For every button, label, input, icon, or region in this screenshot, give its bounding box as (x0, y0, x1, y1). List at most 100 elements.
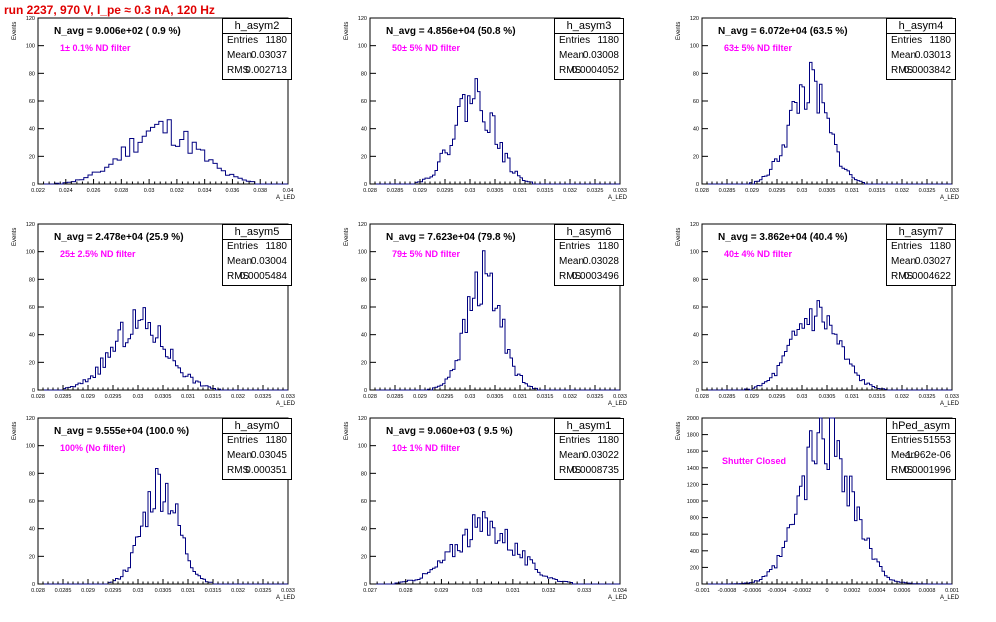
stats-value: 0.0003842 (903, 65, 951, 76)
y-tick-label: 1400 (687, 466, 699, 472)
stats-box-title: h_asym7 (887, 225, 955, 240)
x-tick-label: 0.032 (231, 588, 245, 594)
x-tick-label: 0.031 (513, 394, 527, 400)
filter-annotation: 63± 5% ND filter (724, 43, 792, 53)
x-tick-label: 0.0305 (155, 588, 172, 594)
stats-value: 0.03045 (250, 450, 287, 461)
stats-key: Entries (559, 435, 591, 446)
y-tick-label: 80 (693, 277, 699, 283)
y-tick-label: 100 (26, 444, 35, 450)
stats-key: Mean (891, 50, 917, 61)
stats-box: h_asym2 Entries 1180 Mean 0.03037 RMS 0.002713 (222, 18, 292, 80)
x-tick-label: 0.0285 (55, 588, 72, 594)
stats-key: Mean (559, 256, 585, 267)
filter-annotation: 50± 5% ND filter (392, 43, 460, 53)
stats-row-rms: RMS 0.0005484 (223, 270, 291, 285)
stats-key: RMS (227, 65, 250, 76)
y-tick-label: 0 (364, 182, 367, 188)
y-axis-label: Events (12, 421, 18, 440)
x-tick-label: 0.032 (542, 588, 556, 594)
stats-value: 0.03013 (914, 50, 951, 61)
stats-key: RMS (559, 65, 582, 76)
stats-key: RMS (891, 65, 914, 76)
y-tick-label: 120 (26, 16, 35, 22)
x-tick-label: 0.0325 (587, 394, 604, 400)
x-tick-label: 0.031 (181, 588, 195, 594)
stats-row-entries: Entries 1180 (223, 34, 291, 49)
x-tick-label: 0.034 (613, 588, 627, 594)
stats-key: Entries (227, 35, 259, 46)
x-tick-label: 0.033 (613, 394, 627, 400)
x-tick-label: 0.0295 (437, 188, 454, 194)
navg-label: N_avg = 2.478e+04 (25.9 %) (54, 232, 184, 243)
y-tick-label: 100 (358, 444, 367, 450)
histogram-plot: 0.022 0.024 0.026 0.028 0.03 0.032 0.034 0.036 0… (26, 16, 294, 194)
stats-key: RMS (891, 271, 914, 282)
stats-value: 0.03028 (582, 256, 619, 267)
x-tick-label: 0.0315 (537, 188, 554, 194)
stats-value: 0.0001996 (903, 465, 951, 476)
y-tick-label: 60 (29, 499, 35, 505)
y-tick-label: 1000 (687, 499, 699, 505)
histogram-plot: -0.001 -0.0008 -0.0006 -0.0004 -0.0002 0 0.000… (687, 416, 959, 594)
x-tick-label: 0.038 (253, 188, 267, 194)
stats-key: Entries (227, 241, 259, 252)
y-tick-label: 80 (693, 71, 699, 77)
navg-label: N_avg = 7.623e+04 (79.8 %) (386, 232, 516, 243)
x-tick-label: 0.027 (363, 588, 377, 594)
y-tick-label: 1200 (687, 482, 699, 488)
x-axis-label: A_LED (940, 595, 960, 601)
y-tick-label: 60 (29, 305, 35, 311)
x-tick-label: 0.04 (283, 188, 294, 194)
y-axis-label: Events (676, 227, 682, 246)
filter-annotation: 10± 1% ND filter (392, 443, 460, 453)
stats-value: 0.03027 (914, 256, 951, 267)
x-tick-label: 0.03 (797, 188, 808, 194)
x-tick-label: 0.029 (435, 588, 449, 594)
stats-value: 0.03008 (582, 50, 619, 61)
x-axis-label: A_LED (608, 401, 628, 407)
x-tick-label: 0.033 (945, 394, 959, 400)
histogram-panel-h_asym6: 0.028 0.0285 0.029 0.0295 0.03 0.0305 0.031 0.0… (332, 222, 664, 428)
y-tick-label: 60 (693, 305, 699, 311)
x-axis-label: A_LED (608, 595, 628, 601)
x-axis-label: A_LED (940, 401, 960, 407)
x-axis-label: A_LED (276, 595, 296, 601)
y-tick-label: 0 (32, 582, 35, 588)
x-tick-label: 0.03 (133, 394, 144, 400)
x-tick-label: 0.028 (399, 588, 413, 594)
y-tick-label: 80 (361, 471, 367, 477)
histogram-panel-h_asym3: 0.028 0.0285 0.029 0.0295 0.03 0.0305 0.031 0.0… (332, 16, 664, 222)
stats-box-title: h_asym1 (555, 419, 623, 434)
stats-key: RMS (891, 465, 914, 476)
x-tick-label: 0.03 (144, 188, 155, 194)
y-tick-label: 80 (29, 71, 35, 77)
x-tick-label: 0.032 (895, 394, 909, 400)
stats-value: 1180 (929, 35, 951, 46)
stats-row-entries: Entries 1180 (555, 240, 623, 255)
x-tick-label: 0.0305 (819, 188, 836, 194)
x-tick-label: 0.0315 (869, 188, 886, 194)
histogram-plot: 0.028 0.0285 0.029 0.0295 0.03 0.0305 0.031 0.0… (26, 416, 295, 594)
stats-value: 1180 (265, 241, 287, 252)
histogram-plot: 0.028 0.0285 0.029 0.0295 0.03 0.0305 0.031 0.0… (690, 16, 959, 194)
x-tick-label: 0.0295 (769, 394, 786, 400)
x-tick-label: 0.03 (472, 588, 483, 594)
y-tick-label: 60 (361, 99, 367, 105)
stats-value: 1180 (265, 35, 287, 46)
navg-label: N_avg = 6.072e+04 (63.5 %) (718, 26, 848, 37)
histogram-plot: 0.028 0.0285 0.029 0.0295 0.03 0.0305 0.031 0.0… (358, 16, 627, 194)
x-tick-label: -0.0006 (743, 588, 762, 594)
stats-box: h_asym7 Entries 1180 Mean 0.03027 RMS 0.000462… (886, 224, 956, 286)
x-tick-label: 0.032 (231, 394, 245, 400)
x-tick-label: 0.028 (31, 588, 45, 594)
filter-annotation: 79± 5% ND filter (392, 249, 460, 259)
stats-key: Entries (891, 435, 923, 446)
y-tick-label: 100 (26, 44, 35, 50)
stats-box: h_asym1 Entries 1180 Mean 0.03022 RMS 0.000873… (554, 418, 624, 480)
y-tick-label: 20 (29, 154, 35, 160)
stats-key: Mean (559, 450, 585, 461)
stats-value: 0.03022 (582, 450, 619, 461)
y-tick-label: 0 (32, 182, 35, 188)
y-tick-label: 120 (26, 222, 35, 228)
